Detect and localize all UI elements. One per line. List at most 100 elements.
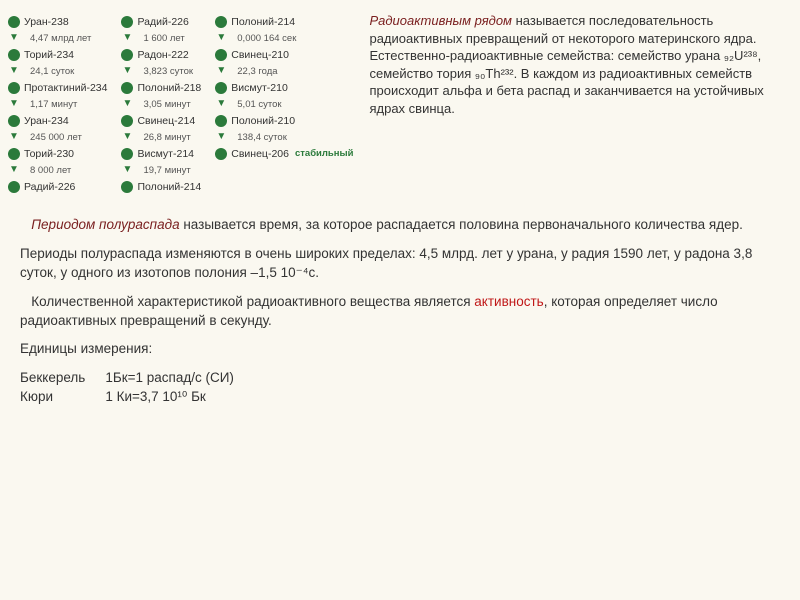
half-life-value: 138,4 суток bbox=[237, 132, 287, 143]
isotope-node: Радий-226 bbox=[8, 177, 107, 196]
node-icon bbox=[215, 148, 227, 160]
half-life-value: 3,05 минут bbox=[143, 99, 190, 110]
isotope-node: Радон-222 bbox=[121, 45, 201, 64]
isotope-label: Радий-226 bbox=[137, 16, 188, 28]
half-life-definition: Периодом полураспада называется время, з… bbox=[20, 216, 780, 235]
isotope-label: Полоний-214 bbox=[231, 16, 295, 28]
node-icon bbox=[215, 82, 227, 94]
isotope-label: Торий-230 bbox=[24, 148, 74, 160]
isotope-label: Свинец-206 bbox=[231, 148, 289, 160]
node-icon bbox=[121, 16, 133, 28]
node-icon bbox=[8, 16, 20, 28]
isotope-node: Радий-226 bbox=[121, 12, 201, 31]
arrow-icon: ▼ bbox=[121, 33, 133, 43]
unit-values: 1Бк=1 распад/с (СИ) 1 Ки=3,7 10¹⁰ Бк bbox=[105, 369, 234, 407]
isotope-node: Уран-238 bbox=[8, 12, 107, 31]
isotope-label: Уран-238 bbox=[24, 16, 69, 28]
stable-label: стабильный bbox=[295, 148, 354, 159]
node-icon bbox=[8, 148, 20, 160]
decay-chains: Уран-238▼4,47 млрд летТорий-234▼24,1 сут… bbox=[0, 0, 361, 204]
decay-edge: ▼ 5,01 суток bbox=[215, 97, 353, 111]
half-life-value: 0,000 164 сек bbox=[237, 33, 296, 44]
decay-edge: ▼3,05 минут bbox=[121, 97, 201, 111]
node-icon bbox=[121, 49, 133, 61]
term-half-life: Периодом полураспада bbox=[31, 217, 179, 232]
arrow-icon: ▼ bbox=[215, 132, 227, 142]
term-activity: активность bbox=[474, 294, 543, 309]
body-text: Периодом полураспада называется время, з… bbox=[0, 204, 800, 407]
isotope-label: Радий-226 bbox=[24, 181, 75, 193]
arrow-icon: ▼ bbox=[215, 33, 227, 43]
isotope-label: Висмут-210 bbox=[231, 82, 288, 94]
activity-definition: Количественной характеристикой радиоакти… bbox=[20, 293, 780, 331]
half-life-value: 22,3 года bbox=[237, 66, 277, 77]
isotope-node: Полоний-214 bbox=[121, 177, 201, 196]
isotope-label: Свинец-210 bbox=[231, 49, 289, 61]
isotope-label: Свинец-214 bbox=[137, 115, 195, 127]
decay-edge: ▼ 1 600 лет bbox=[121, 31, 201, 45]
decay-edge: ▼ 1,17 минут bbox=[8, 97, 107, 111]
isotope-label: Полоний-214 bbox=[137, 181, 201, 193]
arrow-icon: ▼ bbox=[121, 66, 133, 76]
half-life-value: 4,47 млрд лет bbox=[30, 33, 91, 44]
isotope-node: Висмут-210 bbox=[215, 78, 353, 97]
isotope-node: Торий-230 bbox=[8, 144, 107, 163]
isotope-label: Полоний-210 bbox=[231, 115, 295, 127]
half-life-value: 245 000 лет bbox=[30, 132, 82, 143]
decay-edge: ▼4,47 млрд лет bbox=[8, 31, 107, 45]
decay-edge: ▼ 245 000 лет bbox=[8, 130, 107, 144]
isotope-node: Свинец-214 bbox=[121, 111, 201, 130]
decay-edge: ▼ 8 000 лет bbox=[8, 163, 107, 177]
arrow-icon: ▼ bbox=[215, 99, 227, 109]
node-icon bbox=[121, 82, 133, 94]
decay-edge: ▼ 26,8 минут bbox=[121, 130, 201, 144]
isotope-node: Протактиний-234 bbox=[8, 78, 107, 97]
term-radioactive-series: Радиоактивным рядом bbox=[369, 13, 512, 28]
half-life-value: 19,7 минут bbox=[143, 165, 190, 176]
arrow-icon: ▼ bbox=[8, 132, 20, 142]
isotope-node: Полоний-210 bbox=[215, 111, 353, 130]
arrow-icon: ▼ bbox=[8, 165, 20, 175]
decay-chain: Полоний-214 ▼ 0,000 164 сек Свинец-210 ▼ 22,3… bbox=[215, 12, 353, 196]
half-life-value: 5,01 суток bbox=[237, 99, 281, 110]
isotope-node: Полоний-218 bbox=[121, 78, 201, 97]
half-life-value: 1 600 лет bbox=[143, 33, 184, 44]
isotope-label: Протактиний-234 bbox=[24, 82, 107, 94]
node-icon bbox=[121, 181, 133, 193]
node-icon bbox=[121, 115, 133, 127]
isotope-node: Висмут-214 bbox=[121, 144, 201, 163]
decay-edge: ▼ 22,3 года bbox=[215, 64, 353, 78]
units-label: Единицы измерения: bbox=[20, 340, 780, 359]
node-icon bbox=[215, 16, 227, 28]
half-life-examples: Периоды полураспада изменяются в очень ш… bbox=[20, 245, 780, 283]
half-life-value: 26,8 минут bbox=[143, 132, 190, 143]
decay-edge: ▼ 19,7 минут bbox=[121, 163, 201, 177]
decay-edge: ▼ 0,000 164 сек bbox=[215, 31, 353, 45]
node-icon bbox=[121, 148, 133, 160]
half-life-value: 24,1 суток bbox=[30, 66, 74, 77]
isotope-label: Уран-234 bbox=[24, 115, 69, 127]
arrow-icon: ▼ bbox=[121, 165, 133, 175]
arrow-icon: ▼ bbox=[215, 66, 227, 76]
isotope-node: Торий-234 bbox=[8, 45, 107, 64]
definition-text: Радиоактивным рядом называется последова… bbox=[361, 0, 800, 204]
arrow-icon: ▼ bbox=[121, 132, 133, 142]
isotope-node: Полоний-214 bbox=[215, 12, 353, 31]
units-table: Беккерель Кюри 1Бк=1 распад/с (СИ) 1 Ки=… bbox=[20, 369, 780, 407]
decay-chain: Радий-226 ▼ 1 600 лет Радон-222 ▼3,823 суток… bbox=[121, 12, 201, 196]
node-icon bbox=[215, 49, 227, 61]
node-icon bbox=[8, 49, 20, 61]
isotope-node: Свинец-210 bbox=[215, 45, 353, 64]
node-icon bbox=[8, 181, 20, 193]
arrow-icon: ▼ bbox=[8, 99, 20, 109]
isotope-label: Радон-222 bbox=[137, 49, 188, 61]
isotope-label: Висмут-214 bbox=[137, 148, 194, 160]
half-life-value: 8 000 лет bbox=[30, 165, 71, 176]
isotope-node: Свинец-206 стабильный bbox=[215, 144, 353, 163]
node-icon bbox=[8, 115, 20, 127]
half-life-value: 1,17 минут bbox=[30, 99, 77, 110]
decay-edge: ▼3,823 суток bbox=[121, 64, 201, 78]
decay-edge: ▼ 24,1 суток bbox=[8, 64, 107, 78]
arrow-icon: ▼ bbox=[8, 66, 20, 76]
decay-edge: ▼ 138,4 суток bbox=[215, 130, 353, 144]
